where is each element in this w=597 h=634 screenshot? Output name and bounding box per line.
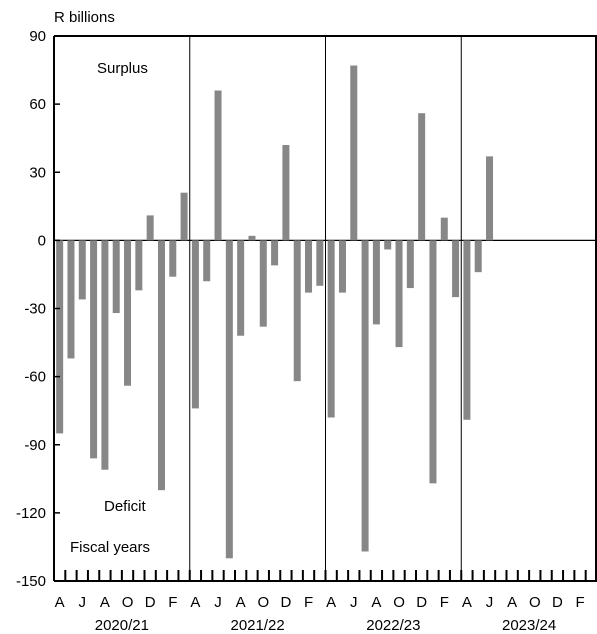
bar: [67, 240, 75, 359]
month-label: F: [440, 594, 449, 611]
bar: [316, 240, 324, 286]
bar: [361, 240, 369, 552]
y-tick-label: -150: [16, 573, 46, 590]
month-label: F: [168, 594, 177, 611]
bar: [486, 156, 494, 241]
month-label: J: [79, 594, 87, 611]
bar: [259, 240, 267, 327]
fiscal-year-label: 2020/21: [95, 617, 149, 634]
month-label: A: [371, 594, 381, 611]
month-label: A: [326, 594, 336, 611]
month-label: A: [507, 594, 517, 611]
bar: [191, 240, 199, 409]
month-label: O: [393, 594, 405, 611]
bar: [282, 145, 290, 241]
bar: [146, 215, 154, 241]
bar: [452, 240, 460, 298]
bar: [293, 240, 301, 382]
bar: [372, 240, 380, 325]
bar: [203, 240, 211, 282]
bar: [180, 192, 188, 241]
bar: [248, 235, 256, 241]
month-label: D: [416, 594, 427, 611]
bar: [384, 240, 392, 250]
bar: [169, 240, 177, 277]
month-label: J: [486, 594, 494, 611]
bar: [124, 240, 132, 386]
bar: [112, 240, 120, 314]
bar: [327, 240, 335, 418]
bar: [157, 240, 165, 491]
month-label: O: [257, 594, 269, 611]
y-tick-label: -120: [16, 505, 46, 522]
month-label: J: [214, 594, 222, 611]
month-label: D: [145, 594, 156, 611]
month-label: A: [190, 594, 200, 611]
month-label: A: [55, 594, 65, 611]
bar: [463, 240, 471, 420]
bar: [90, 240, 98, 459]
bar: [101, 240, 109, 470]
bar: [350, 65, 358, 241]
fiscal-year-label: 2023/24: [502, 617, 556, 634]
y-tick-label: -90: [24, 437, 46, 454]
month-label: D: [280, 594, 291, 611]
bar: [418, 113, 426, 241]
bar: [338, 240, 346, 293]
fiscal-years-annotation: Fiscal years: [70, 539, 150, 556]
bar: [305, 240, 313, 293]
surplus-annotation: Surplus: [97, 60, 148, 77]
month-label: F: [575, 594, 584, 611]
bar-layer: [56, 65, 494, 559]
fiscal-year-label: 2022/23: [366, 617, 420, 634]
bar: [406, 240, 414, 289]
deficit-annotation: Deficit: [104, 498, 147, 515]
y-tick-label: 90: [29, 28, 46, 45]
fiscal-year-label: 2021/22: [231, 617, 285, 634]
y-tick-label: 60: [29, 96, 46, 113]
month-label: F: [304, 594, 313, 611]
bar: [214, 90, 222, 241]
bar: [271, 240, 279, 266]
bar: [474, 240, 482, 273]
bar: [56, 240, 64, 434]
bar: [78, 240, 86, 300]
bar: [395, 240, 403, 348]
month-label: O: [122, 594, 134, 611]
bar: [440, 217, 448, 241]
y-tick-labels: 90 60 30 0 -30 -60 -90 -120 -150: [16, 28, 60, 590]
month-label: J: [350, 594, 358, 611]
y-tick-label: -60: [24, 369, 46, 386]
month-label: A: [100, 594, 110, 611]
bar: [237, 240, 245, 336]
y-tick-label: 30: [29, 164, 46, 181]
month-label: D: [552, 594, 563, 611]
y-tick-label: 0: [38, 232, 46, 249]
bar: [429, 240, 437, 484]
y-tick-label: -30: [24, 301, 46, 318]
bar: [135, 240, 143, 291]
bar: [225, 240, 233, 559]
month-label: A: [462, 594, 472, 611]
month-label: A: [236, 594, 246, 611]
month-label: O: [529, 594, 541, 611]
unit-label: R billions: [54, 9, 115, 26]
